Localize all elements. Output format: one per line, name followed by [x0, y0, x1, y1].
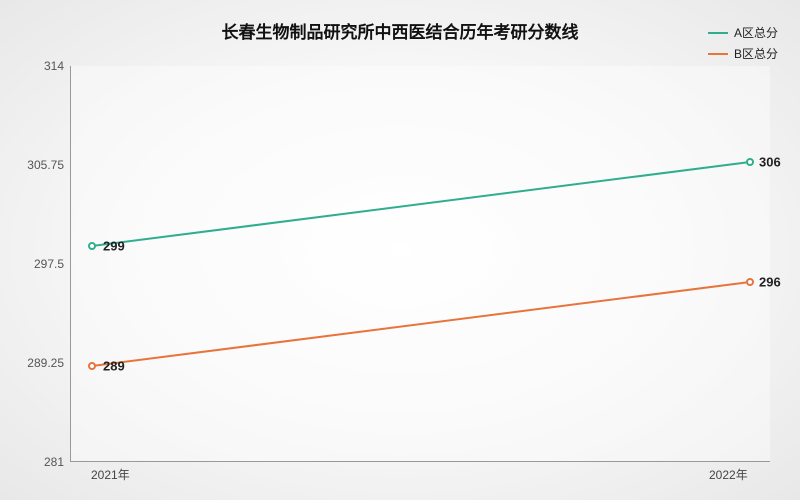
series-line-b: [92, 282, 750, 366]
y-axis-tick: 314: [44, 59, 64, 73]
legend-label-b: B区总分: [734, 45, 778, 62]
legend: A区总分 B区总分: [708, 24, 778, 66]
plot-area: [70, 66, 770, 462]
y-axis-tick: 297.5: [34, 257, 64, 271]
series-line-a: [92, 162, 750, 246]
legend-item-b: B区总分: [708, 45, 778, 62]
data-marker: [746, 278, 754, 286]
legend-swatch-a: [708, 32, 728, 34]
data-marker: [88, 242, 96, 250]
x-axis-tick: 2022年: [709, 466, 748, 483]
data-label: 306: [759, 155, 781, 170]
x-axis-tick: 2021年: [91, 466, 130, 483]
legend-swatch-b: [708, 53, 728, 55]
data-label: 289: [103, 359, 125, 374]
chart-lines: [71, 66, 771, 462]
legend-item-a: A区总分: [708, 24, 778, 41]
y-axis-tick: 281: [44, 455, 64, 469]
legend-label-a: A区总分: [734, 24, 778, 41]
data-marker: [746, 158, 754, 166]
data-label: 299: [103, 239, 125, 254]
data-label: 296: [759, 275, 781, 290]
y-axis-tick: 305.75: [27, 158, 64, 172]
data-marker: [88, 362, 96, 370]
chart-title: 长春生物制品研究所中西医结合历年考研分数线: [0, 18, 800, 43]
y-axis-tick: 289.25: [27, 356, 64, 370]
